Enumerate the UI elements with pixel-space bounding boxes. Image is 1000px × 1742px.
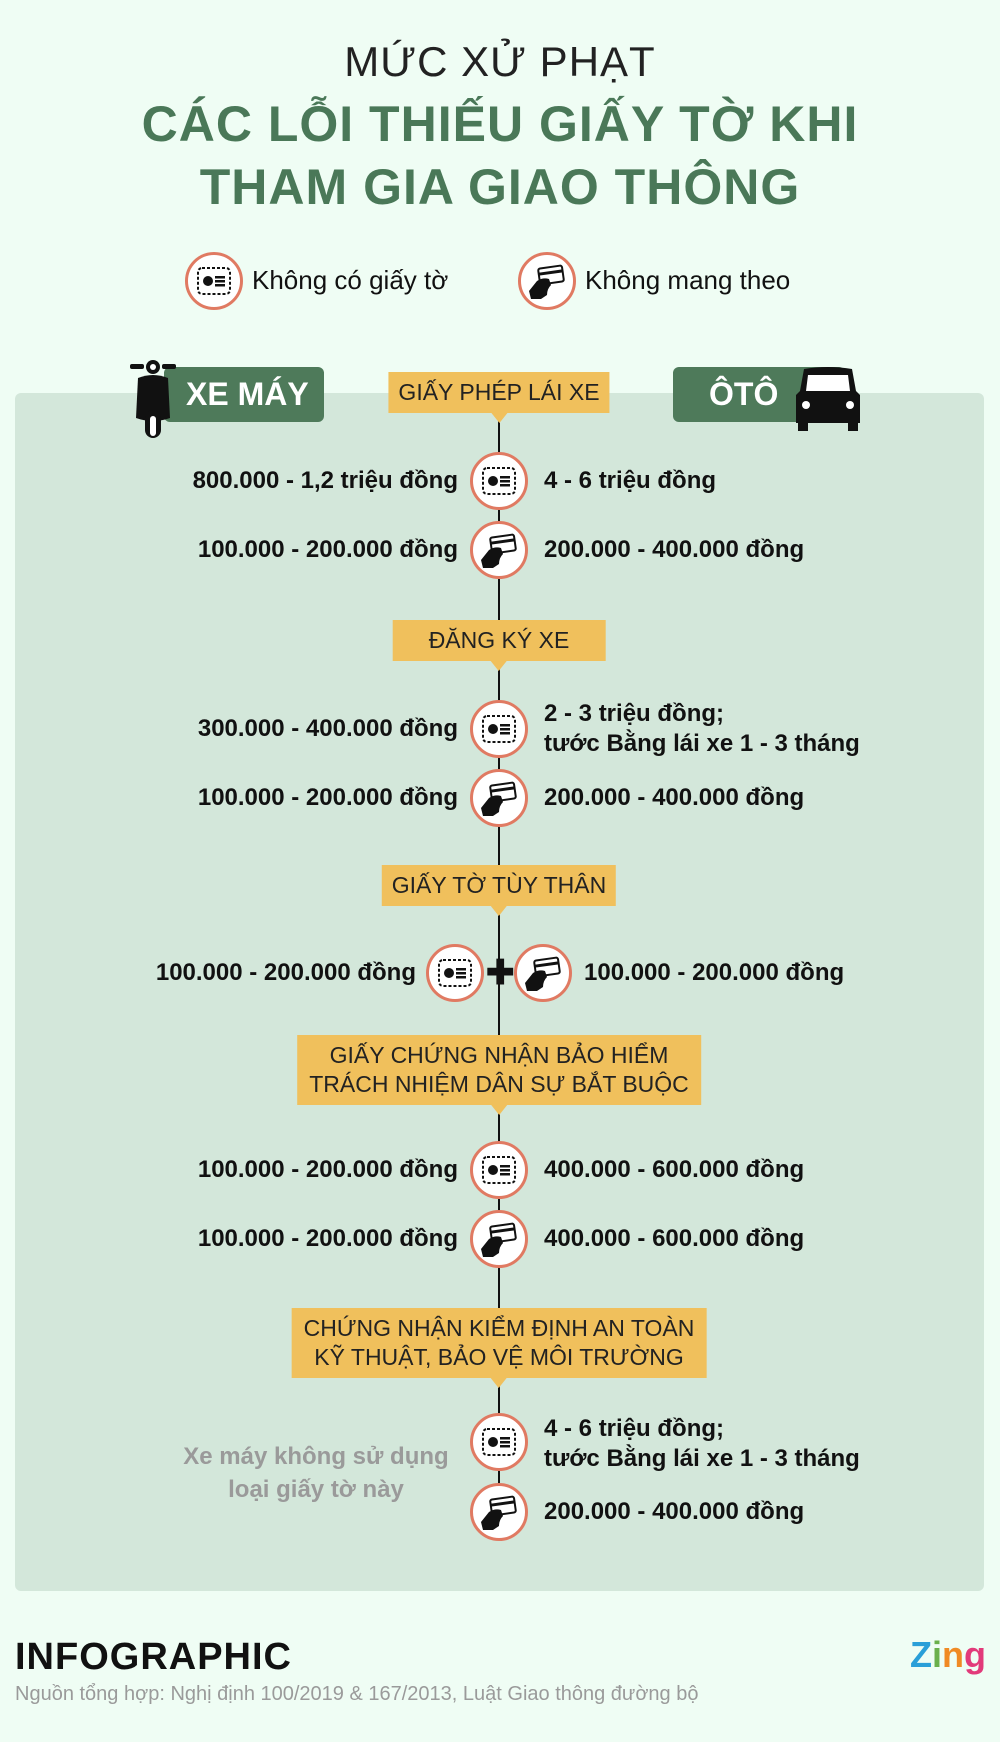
not-carried-icon [518,252,576,310]
source-note: Nguồn tổng hợp: Nghị định 100/2019 & 167… [15,1683,699,1705]
car-fine: 100.000 - 200.000 đồng [584,959,845,986]
legend-no-document: Không có giấy tờ [252,265,449,295]
section-label-driving-license: GIẤY PHÉP LÁI XE [388,372,610,423]
legend-not-carried: Không mang theo [585,265,791,295]
motorbike-fine: 100.000 - 200.000 đồng [197,1225,458,1252]
motorbike-note: Xe máy không sử dụng loại giấy tờ này [183,1443,449,1503]
car-icon [796,367,860,431]
not-carried-icon [470,1210,528,1268]
title-line2: CÁC LỖI THIẾU GIẤY TỜ KHI [141,96,859,152]
no-document-icon [470,1141,528,1199]
no-document-icon [426,944,484,1002]
car-fine: 200.000 - 400.000 đồng [544,784,805,811]
motorbike-fine: 800.000 - 1,2 triệu đồng [192,467,458,494]
car-fine: 400.000 - 600.000 đồng [544,1225,805,1252]
not-carried-icon [470,1483,528,1541]
motorbike-tag: XE MÁY [164,367,324,422]
section-label-id: GIẤY TỜ TÙY THÂN [381,865,617,916]
car-fine: 400.000 - 600.000 đồng [544,1156,805,1183]
not-carried-icon [514,944,572,1002]
zing-logo: Zing [910,1634,987,1675]
motorbike-fine: 100.000 - 200.000 đồng [197,784,458,811]
title-line1: MỨC XỬ PHẠT [344,38,656,85]
infographic-brand: INFOGRAPHIC [15,1636,292,1678]
section-label-registration: ĐĂNG KÝ XE [392,620,606,671]
motorbike-fine: 100.000 - 200.000 đồng [155,959,416,986]
plus-icon: ✚ [486,954,515,992]
section-label-inspection: CHỨNG NHẬN KIỂM ĐỊNH AN TOÀN KỸ THUẬT, BẢ… [291,1308,707,1388]
motorbike-icon [130,360,176,438]
car-fine: 200.000 - 400.000 đồng [544,1498,805,1525]
car-fine: 2 - 3 triệu đồng; tước Bằng lái xe 1 - 3 … [544,700,860,757]
motorbike-fine: 100.000 - 200.000 đồng [197,1156,458,1183]
no-document-icon [470,452,528,510]
section-label-insurance: GIẤY CHỨNG NHẬN BẢO HIỂM TRÁCH NHIỆM DÂN … [297,1035,701,1115]
car-fine: 200.000 - 400.000 đồng [544,536,805,563]
motorbike-fine: 300.000 - 400.000 đồng [197,715,458,742]
no-document-icon [185,252,243,310]
car-fine: 4 - 6 triệu đồng [544,467,717,494]
car-fine: 4 - 6 triệu đồng; tước Bằng lái xe 1 - 3 … [544,1415,860,1472]
motorbike-fine: 100.000 - 200.000 đồng [197,536,458,563]
timeline-line [498,414,500,1512]
no-document-icon [470,1413,528,1471]
no-document-icon [470,700,528,758]
not-carried-icon [470,769,528,827]
title-line3: THAM GIA GIAO THÔNG [199,159,801,215]
not-carried-icon [470,521,528,579]
